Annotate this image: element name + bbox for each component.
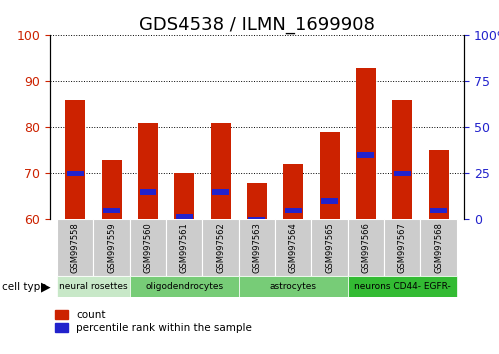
Text: oligodendrocytes: oligodendrocytes xyxy=(145,282,224,291)
Bar xyxy=(285,207,302,213)
Bar xyxy=(211,123,231,219)
Text: GSM997567: GSM997567 xyxy=(398,222,407,273)
FancyBboxPatch shape xyxy=(203,219,239,276)
Text: neural rosettes: neural rosettes xyxy=(59,282,128,291)
Bar xyxy=(430,207,447,213)
Text: GSM997562: GSM997562 xyxy=(216,222,225,273)
Bar xyxy=(174,173,194,219)
Bar xyxy=(357,152,374,158)
FancyBboxPatch shape xyxy=(130,219,166,276)
Text: cell type: cell type xyxy=(2,282,47,292)
Bar xyxy=(429,150,449,219)
FancyBboxPatch shape xyxy=(311,219,348,276)
Text: GSM997565: GSM997565 xyxy=(325,222,334,273)
FancyBboxPatch shape xyxy=(275,219,311,276)
Text: GSM997561: GSM997561 xyxy=(180,222,189,273)
FancyBboxPatch shape xyxy=(421,219,457,276)
FancyBboxPatch shape xyxy=(93,219,130,276)
Bar xyxy=(65,100,85,219)
Bar xyxy=(138,123,158,219)
FancyBboxPatch shape xyxy=(239,276,348,297)
Bar xyxy=(356,68,376,219)
Bar xyxy=(67,171,84,176)
Title: GDS4538 / ILMN_1699908: GDS4538 / ILMN_1699908 xyxy=(139,16,375,34)
FancyBboxPatch shape xyxy=(57,276,130,297)
Text: GSM997560: GSM997560 xyxy=(144,222,153,273)
FancyBboxPatch shape xyxy=(166,219,203,276)
Bar xyxy=(103,207,120,213)
Bar xyxy=(140,189,157,195)
Text: GSM997559: GSM997559 xyxy=(107,222,116,273)
FancyBboxPatch shape xyxy=(57,219,93,276)
Bar xyxy=(320,132,340,219)
Bar xyxy=(176,215,193,220)
FancyBboxPatch shape xyxy=(348,276,457,297)
FancyBboxPatch shape xyxy=(130,276,239,297)
Bar xyxy=(212,189,229,195)
FancyBboxPatch shape xyxy=(348,219,384,276)
Bar xyxy=(247,183,267,219)
Text: astrocytes: astrocytes xyxy=(270,282,317,291)
Bar xyxy=(283,164,303,219)
FancyBboxPatch shape xyxy=(384,219,421,276)
Bar xyxy=(249,217,265,222)
Bar xyxy=(102,160,122,219)
Text: GSM997563: GSM997563 xyxy=(252,222,261,273)
Bar xyxy=(392,100,412,219)
Legend: count, percentile rank within the sample: count, percentile rank within the sample xyxy=(55,310,252,333)
FancyBboxPatch shape xyxy=(239,219,275,276)
Bar xyxy=(321,198,338,204)
Text: ▶: ▶ xyxy=(41,280,50,293)
Bar xyxy=(394,171,411,176)
Text: GSM997564: GSM997564 xyxy=(289,222,298,273)
Text: GSM997568: GSM997568 xyxy=(434,222,443,273)
Text: GSM997566: GSM997566 xyxy=(361,222,370,273)
Text: neurons CD44- EGFR-: neurons CD44- EGFR- xyxy=(354,282,451,291)
Text: GSM997558: GSM997558 xyxy=(71,222,80,273)
